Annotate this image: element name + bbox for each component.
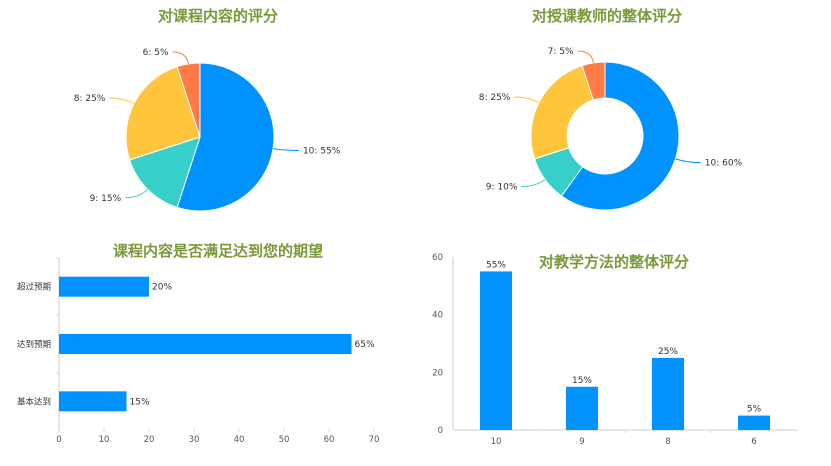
pie-leader-line-8 <box>514 96 540 103</box>
x-category-label-6: 6 <box>751 437 756 447</box>
bar-value-label-2: 15% <box>130 397 150 407</box>
bar-1 <box>59 334 352 354</box>
bar-2 <box>59 391 127 412</box>
category-label-1: 达到预期 <box>17 339 51 350</box>
pie-leader-line-7 <box>577 50 594 64</box>
x-tick-label-30: 30 <box>189 435 200 445</box>
pie-slice-8 <box>125 65 201 161</box>
pie-leader-line-10 <box>675 158 701 164</box>
teaching-method-title: 对教学方法的整体评分 <box>539 253 689 271</box>
bar-value-label-6: 5% <box>747 405 762 415</box>
x-tick-label-10: 10 <box>99 435 110 445</box>
bar-9 <box>566 386 598 430</box>
pie-label-8: 8: 25% <box>74 94 106 104</box>
pie-label-8: 8: 25% <box>479 93 511 103</box>
category-label-0: 超过预期 <box>17 282 51 293</box>
x-tick-label-60: 60 <box>324 435 335 445</box>
bar-8 <box>652 357 684 430</box>
x-category-label-10: 10 <box>491 437 502 447</box>
x-tick-label-50: 50 <box>279 435 290 445</box>
pie-label-9: 9: 10% <box>486 183 518 193</box>
x-tick-label-70: 70 <box>369 435 380 445</box>
x-tick-label-20: 20 <box>144 435 155 445</box>
x-category-label-9: 9 <box>579 437 584 447</box>
x-tick-label-40: 40 <box>234 435 245 445</box>
pie-slice-10 <box>560 61 680 211</box>
bar-6 <box>738 415 770 430</box>
pie-slice-7 <box>581 61 606 101</box>
pie-slice-8 <box>530 64 594 160</box>
pie-label-9: 9: 15% <box>90 194 122 204</box>
y-tick-label-0: 0 <box>438 426 443 436</box>
course-rating-chart: 对课程内容的评分 10: 55% 9: 15% 8: 25% 6: 5% <box>74 7 341 212</box>
y-tick-label-40: 40 <box>432 311 443 321</box>
bar-10 <box>480 271 512 430</box>
expectation-title: 课程内容是否满足达到您的期望 <box>113 242 323 260</box>
category-label-2: 基本达到 <box>17 396 51 407</box>
pie-label-10: 10: 60% <box>705 159 743 169</box>
pie-label-10: 10: 55% <box>303 146 341 156</box>
pie-slice-6 <box>176 62 201 138</box>
bar-value-label-0: 20% <box>152 283 172 293</box>
pie-leader-line-9 <box>125 188 149 199</box>
bar-value-label-1: 65% <box>355 340 375 350</box>
teaching-method-chart: 对教学方法的整体评分 0 20 40 60 10 55% 9 15% 8 25% 6 5% <box>432 253 798 447</box>
pie-leader-line-9 <box>521 179 546 188</box>
bar-value-label-9: 15% <box>572 376 592 386</box>
x-tick-label-0: 0 <box>56 435 61 445</box>
pie-label-6: 6: 5% <box>143 48 169 58</box>
pie-leader-line-8 <box>109 97 135 104</box>
pie-label-7: 7: 5% <box>548 47 574 57</box>
pie-leader-line-10 <box>273 148 299 151</box>
bar-value-label-8: 25% <box>658 347 678 357</box>
y-tick-label-60: 60 <box>432 253 443 263</box>
bar-0 <box>59 276 149 297</box>
pie-leader-line-6 <box>172 51 189 65</box>
teacher-rating-title: 对授课教师的整体评分 <box>532 7 682 25</box>
course-rating-title: 对课程内容的评分 <box>158 7 278 25</box>
y-tick-label-20: 20 <box>432 368 443 378</box>
teacher-rating-chart: 对授课教师的整体评分 10: 60% 9: 10% 8: 25% 7: 5% <box>479 7 743 211</box>
expectation-chart: 课程内容是否满足达到您的期望 0 10 20 30 40 50 60 70 超过预期 20% 达到… <box>17 242 379 445</box>
bar-value-label-10: 55% <box>486 260 506 270</box>
x-category-label-8: 8 <box>665 437 670 447</box>
